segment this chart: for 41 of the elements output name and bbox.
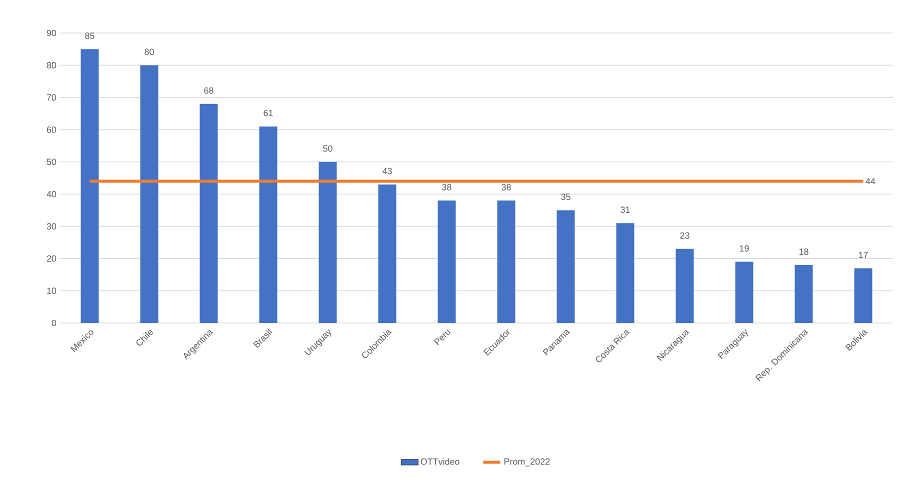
bar [616, 223, 634, 323]
y-tick-label: 80 [46, 62, 56, 68]
data-label: 85 [85, 32, 94, 39]
data-label: 18 [799, 248, 808, 255]
legend-label: OTTvideo [420, 458, 460, 465]
bar [556, 210, 575, 323]
data-label: 17 [858, 252, 868, 258]
bar [854, 268, 872, 323]
bar [200, 104, 218, 323]
y-tick-label: 10 [47, 288, 56, 294]
bar [259, 126, 278, 323]
bar [378, 184, 396, 323]
y-tick-label: 20 [46, 255, 56, 262]
bar [438, 200, 456, 323]
data-label: 38 [502, 184, 511, 190]
data-label: 31 [620, 206, 630, 213]
bar [318, 162, 337, 323]
data-label: 80 [144, 48, 154, 56]
y-tick-label: 0 [52, 320, 56, 326]
legend-label: Prom_2022 [504, 458, 550, 466]
data-label: 50 [323, 145, 332, 152]
data-label: 35 [561, 194, 570, 200]
y-tick-label: 60 [46, 126, 56, 133]
bar [735, 262, 754, 323]
data-label: 44 [866, 178, 876, 184]
y-tick-label: 40 [46, 190, 56, 198]
data-label: 38 [442, 184, 452, 190]
bar [497, 200, 516, 323]
bar [676, 248, 694, 323]
data-label: 61 [264, 110, 273, 116]
bar [140, 65, 158, 323]
y-tick-label: 90 [46, 30, 56, 36]
data-label: 23 [680, 232, 690, 239]
y-tick-label: 50 [46, 158, 56, 166]
data-label: 43 [382, 168, 392, 174]
bar [80, 49, 99, 323]
y-tick-label: 30 [46, 223, 56, 230]
bar [794, 265, 813, 323]
data-label: 68 [204, 87, 214, 94]
y-tick-label: 70 [46, 94, 56, 101]
data-label: 19 [740, 245, 749, 252]
